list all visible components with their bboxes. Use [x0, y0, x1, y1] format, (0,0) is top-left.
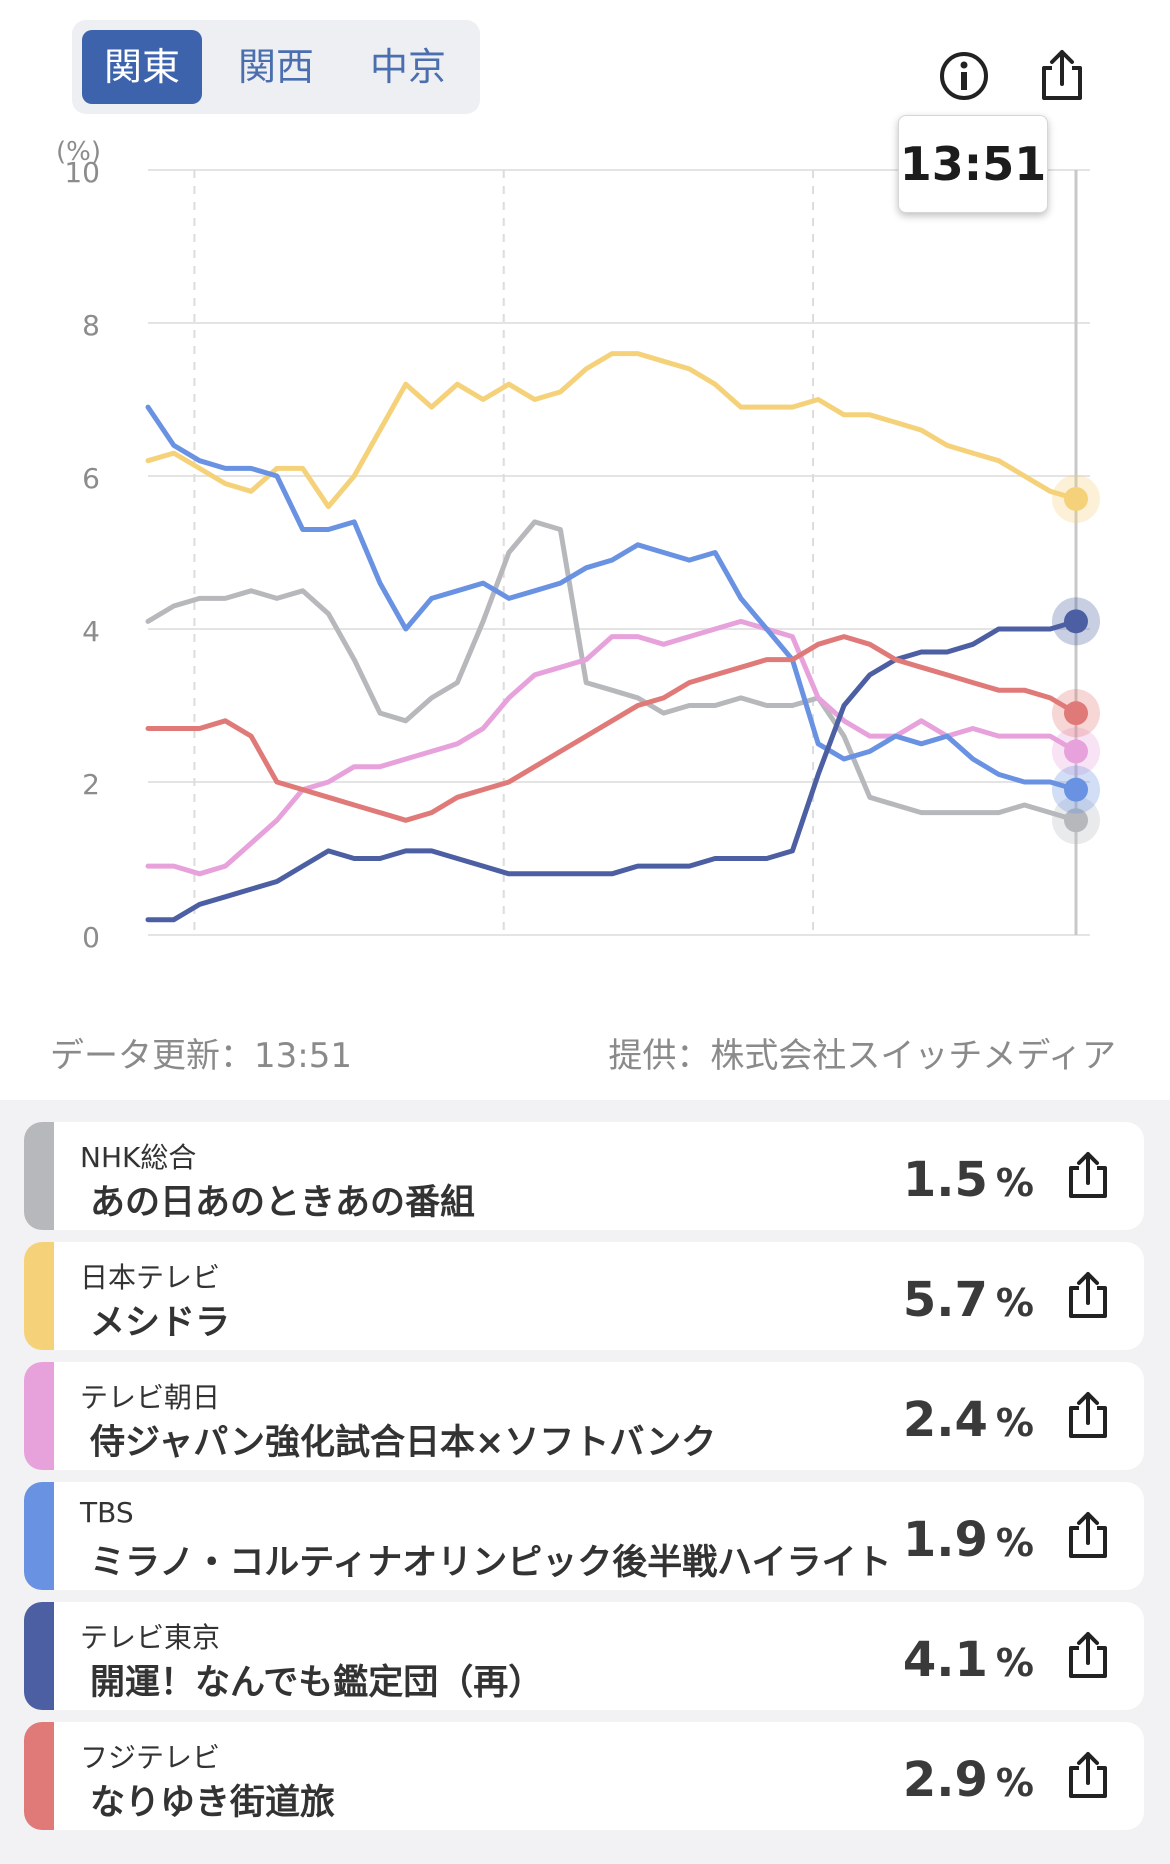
- channel-color-bar: [24, 1242, 54, 1350]
- tab-kansai[interactable]: 関西: [237, 45, 314, 89]
- y-tick-label: 2: [82, 768, 100, 801]
- series-line: [145, 351, 1079, 510]
- channel-card-nhk[interactable]: NHK総合あの日あのときあの番組 1.5%: [24, 1122, 1144, 1230]
- tab-chukyo[interactable]: 中京: [369, 45, 446, 89]
- channel-color-bar: [24, 1722, 54, 1830]
- rating-number: 5.7: [902, 1272, 988, 1328]
- series-end-point: [1064, 609, 1088, 634]
- series-line: [145, 634, 1079, 823]
- x-tick-label: 13:00: [773, 977, 854, 980]
- y-tick-label: 4: [82, 615, 100, 648]
- y-tick-label: 8: [82, 309, 100, 342]
- y-tick-label: 6: [82, 462, 100, 495]
- info-icon: [940, 52, 988, 100]
- series-end-point: [1064, 701, 1088, 726]
- series-line: [145, 519, 1079, 823]
- program-title: 開運！なんでも鑑定団（再）: [90, 1663, 544, 1703]
- channel-name: フジテレビ: [80, 1741, 221, 1774]
- rating-chart[interactable]: 0 2 4 6 8 10(%) 11:00 12:00 13:00: [0, 120, 1170, 980]
- program-title: ミラノ・コルティナオリンピック後半戦ハイライト: [90, 1543, 892, 1583]
- rating-unit: %: [995, 1401, 1034, 1445]
- series-end-point: [1064, 808, 1088, 833]
- channel-card-tv-asahi[interactable]: テレビ朝日侍ジャパン強化試合日本×ソフトバンク 2.4%: [24, 1362, 1144, 1470]
- share-icon: [1069, 1752, 1107, 1798]
- series-end-point: [1064, 777, 1088, 802]
- share-button[interactable]: [1062, 1510, 1114, 1562]
- share-button[interactable]: [1062, 1270, 1114, 1322]
- program-title: メシドラ: [90, 1303, 231, 1343]
- channel-card-ntv[interactable]: 日本テレビメシドラ 5.7%: [24, 1242, 1144, 1350]
- rating-unit: %: [995, 1761, 1034, 1805]
- series-end-point: [1064, 486, 1088, 511]
- program-title: なりゆき街道旅: [90, 1783, 336, 1823]
- series-line: [145, 404, 1079, 793]
- y-axis-label: (%): [56, 137, 101, 167]
- y-tick-label: 0: [82, 921, 100, 954]
- share-button[interactable]: [1062, 1150, 1114, 1202]
- rating-unit: %: [995, 1521, 1034, 1565]
- share-icon: [1069, 1512, 1107, 1558]
- info-button[interactable]: [936, 48, 992, 104]
- program-title: あの日あのときあの番組: [90, 1183, 476, 1223]
- share-button[interactable]: [1062, 1630, 1114, 1682]
- channel-color-bar: [24, 1122, 54, 1230]
- rating-unit: %: [995, 1641, 1034, 1685]
- channel-name: テレビ東京: [80, 1621, 221, 1654]
- channel-name: テレビ朝日: [80, 1381, 221, 1414]
- share-icon: [1042, 50, 1082, 100]
- channel-card-fuji[interactable]: フジテレビなりゆき街道旅 2.9%: [24, 1722, 1144, 1830]
- channel-color-bar: [24, 1482, 54, 1590]
- rating-number: 1.9: [902, 1512, 988, 1568]
- rating-unit: %: [995, 1281, 1034, 1325]
- series-end-point: [1064, 739, 1088, 764]
- share-icon: [1069, 1272, 1107, 1318]
- time-tooltip: 13:51: [898, 115, 1048, 213]
- share-button[interactable]: [1062, 1390, 1114, 1442]
- channel-color-bar: [24, 1362, 54, 1470]
- tab-kanto[interactable]: 関東: [82, 30, 202, 104]
- rating-value: 2.4%: [903, 1392, 1034, 1448]
- share-icon: [1069, 1392, 1107, 1438]
- x-tick-label: 12:00: [463, 977, 544, 980]
- x-tick-label: 11:00: [154, 977, 235, 980]
- rating-value: 5.7%: [903, 1272, 1034, 1328]
- program-title: 侍ジャパン強化試合日本×ソフトバンク: [90, 1423, 717, 1463]
- share-icon: [1069, 1632, 1107, 1678]
- share-button[interactable]: [1062, 1750, 1114, 1802]
- region-tabs: 関東 関西 中京: [72, 20, 480, 114]
- provider-label: 提供：株式会社スイッチメディア: [608, 1036, 1116, 1076]
- channel-color-bar: [24, 1602, 54, 1710]
- rating-unit: %: [995, 1161, 1034, 1205]
- channel-name: 日本テレビ: [80, 1261, 221, 1294]
- rating-value: 2.9%: [903, 1752, 1034, 1808]
- rating-value: 1.9%: [903, 1512, 1034, 1568]
- rating-number: 2.4: [902, 1392, 988, 1448]
- series-line: [145, 618, 1079, 923]
- series-line: [145, 618, 1079, 877]
- rating-number: 4.1: [902, 1632, 988, 1688]
- channel-name: TBS: [80, 1496, 134, 1529]
- channel-name: NHK総合: [80, 1141, 197, 1174]
- share-chart-button[interactable]: [1034, 48, 1090, 104]
- rating-value: 1.5%: [903, 1152, 1034, 1208]
- data-updated-label: データ更新：13:51: [50, 1036, 352, 1076]
- channel-card-tbs[interactable]: TBS ミラノ・コルティナオリンピック後半戦ハイライト 1.9%: [24, 1482, 1144, 1590]
- rating-value: 4.1%: [903, 1632, 1034, 1688]
- y-tick-label: 10: [64, 156, 100, 189]
- rating-number: 1.5: [902, 1152, 988, 1208]
- share-icon: [1069, 1152, 1107, 1198]
- channel-card-tv-tokyo[interactable]: テレビ東京開運！なんでも鑑定団（再） 4.1%: [24, 1602, 1144, 1710]
- rating-number: 2.9: [902, 1752, 988, 1808]
